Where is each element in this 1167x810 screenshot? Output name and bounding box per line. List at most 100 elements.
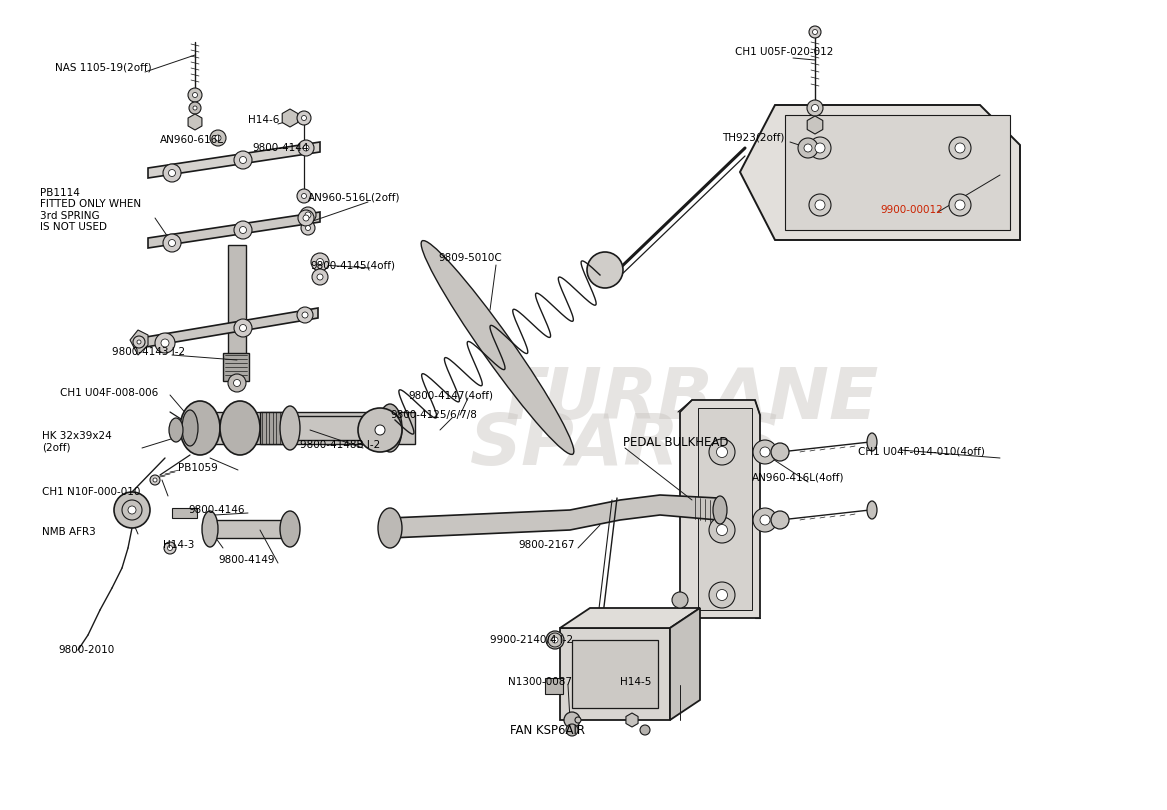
Text: AN960-516L(2off): AN960-516L(2off) (308, 193, 400, 203)
Text: PEDAL BULKHEAD: PEDAL BULKHEAD (623, 436, 728, 449)
Circle shape (753, 440, 777, 464)
Circle shape (949, 137, 971, 159)
Circle shape (717, 525, 727, 535)
Polygon shape (148, 142, 320, 178)
Text: CH1 N10F-000-010: CH1 N10F-000-010 (42, 487, 140, 497)
Circle shape (575, 717, 581, 723)
Text: 9800-4125/6/7/8: 9800-4125/6/7/8 (390, 410, 477, 420)
Ellipse shape (280, 511, 300, 547)
Polygon shape (390, 495, 718, 538)
Circle shape (133, 336, 145, 348)
Bar (190, 418, 205, 438)
Bar (228, 245, 246, 355)
Circle shape (296, 307, 313, 323)
Ellipse shape (358, 408, 401, 452)
Circle shape (811, 104, 818, 112)
Polygon shape (188, 114, 202, 130)
Ellipse shape (587, 252, 623, 288)
Text: SPARES: SPARES (470, 411, 781, 480)
Circle shape (949, 194, 971, 216)
Circle shape (316, 258, 323, 266)
Ellipse shape (566, 724, 578, 736)
Circle shape (188, 88, 202, 102)
Polygon shape (626, 713, 638, 727)
Circle shape (137, 340, 141, 344)
Circle shape (239, 156, 246, 164)
Bar (223, 353, 249, 381)
Circle shape (812, 29, 818, 35)
Ellipse shape (640, 725, 650, 735)
Ellipse shape (564, 712, 580, 728)
Circle shape (798, 138, 818, 158)
Text: 9800-2010: 9800-2010 (58, 645, 114, 655)
Ellipse shape (169, 418, 183, 442)
Circle shape (710, 439, 735, 465)
Circle shape (153, 478, 158, 482)
Text: 9900-00012: 9900-00012 (880, 205, 943, 215)
Ellipse shape (867, 433, 876, 451)
Circle shape (155, 333, 175, 353)
Bar (545, 678, 562, 694)
Text: 9809-5010C: 9809-5010C (438, 253, 502, 263)
Circle shape (228, 374, 246, 392)
Circle shape (717, 590, 727, 600)
Circle shape (375, 425, 385, 435)
Circle shape (804, 144, 812, 152)
Circle shape (123, 500, 142, 520)
Polygon shape (282, 109, 298, 127)
Text: PB1114
FITTED ONLY WHEN
3rd SPRING
IS NOT USED: PB1114 FITTED ONLY WHEN 3rd SPRING IS NO… (40, 188, 141, 232)
Text: 9800-4146: 9800-4146 (188, 505, 245, 515)
Circle shape (300, 207, 316, 223)
Ellipse shape (280, 406, 300, 450)
Text: CH1 U05F-020-012: CH1 U05F-020-012 (735, 47, 833, 57)
Text: CH1 U04F-008-006: CH1 U04F-008-006 (60, 388, 159, 398)
Circle shape (168, 545, 173, 551)
Ellipse shape (202, 511, 218, 547)
Circle shape (168, 169, 175, 177)
Polygon shape (670, 608, 700, 720)
Text: 9800-4147(4off): 9800-4147(4off) (408, 390, 492, 400)
Circle shape (366, 417, 393, 443)
Circle shape (808, 100, 823, 116)
Circle shape (760, 447, 770, 457)
Text: 9800-4144: 9800-4144 (252, 143, 308, 153)
Polygon shape (785, 115, 1009, 230)
Circle shape (128, 506, 137, 514)
Ellipse shape (180, 401, 221, 455)
Bar (172, 508, 197, 518)
Text: AN960-616L: AN960-616L (160, 135, 224, 145)
Bar (260, 412, 291, 444)
Circle shape (317, 274, 323, 280)
Text: 9800-4143 I-2: 9800-4143 I-2 (112, 347, 186, 357)
Text: TURBANE: TURBANE (495, 365, 880, 434)
Circle shape (955, 143, 965, 153)
Circle shape (548, 633, 562, 647)
Text: H14-3: H14-3 (163, 540, 195, 550)
Circle shape (809, 26, 822, 38)
Text: H14-6: H14-6 (249, 115, 279, 125)
Text: N1300-0087: N1300-0087 (508, 677, 572, 687)
Circle shape (163, 164, 181, 182)
Text: H14-5: H14-5 (620, 677, 651, 687)
Circle shape (815, 200, 825, 210)
Circle shape (301, 221, 315, 235)
Circle shape (165, 542, 176, 554)
Polygon shape (740, 105, 1020, 240)
Text: PB1059: PB1059 (179, 463, 218, 473)
Ellipse shape (182, 410, 198, 446)
Circle shape (303, 145, 309, 151)
Circle shape (955, 200, 965, 210)
Ellipse shape (867, 501, 876, 519)
Ellipse shape (546, 631, 564, 649)
Ellipse shape (114, 492, 151, 528)
Circle shape (710, 517, 735, 543)
Text: AN960-416L(4off): AN960-416L(4off) (752, 473, 845, 483)
Ellipse shape (221, 401, 260, 455)
Circle shape (710, 582, 735, 608)
Circle shape (296, 111, 310, 125)
Circle shape (296, 189, 310, 203)
Circle shape (215, 135, 221, 141)
Circle shape (151, 475, 160, 485)
Circle shape (305, 212, 310, 218)
Text: HK 32x39x24
(2off): HK 32x39x24 (2off) (42, 431, 112, 453)
